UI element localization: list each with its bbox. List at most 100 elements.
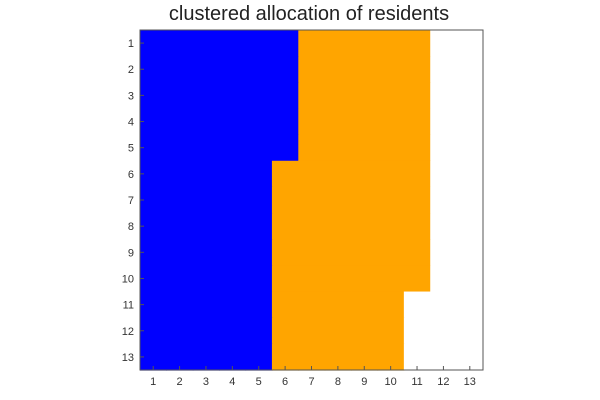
heatmap-cell-r2-c13 bbox=[456, 56, 484, 83]
y-tick-label: 11 bbox=[123, 300, 134, 312]
heatmap-cell-r10-c11 bbox=[403, 265, 431, 293]
heatmap-cell-r2-c7 bbox=[298, 56, 326, 83]
heatmap-cell-r1-c3 bbox=[192, 30, 220, 57]
heatmap-cell-r8-c13 bbox=[456, 213, 484, 240]
heatmap-cell-r10-c12 bbox=[430, 265, 458, 293]
heatmap-cell-r7-c10 bbox=[377, 186, 405, 214]
heatmap-cell-r3-c6 bbox=[271, 82, 299, 110]
x-tick-label: 7 bbox=[308, 376, 314, 388]
y-tick-label: 10 bbox=[122, 273, 134, 285]
heatmap-cell-r10-c5 bbox=[245, 265, 273, 293]
x-axis-ticks: 1 2 3 4 5 6 7 8 9 10 11 12 13 bbox=[150, 366, 476, 388]
heatmap-cell-r7-c5 bbox=[245, 186, 273, 214]
heatmap-cell-r2-c10 bbox=[377, 56, 405, 83]
x-tick-label: 13 bbox=[464, 376, 476, 388]
heatmap-cell-r9-c6 bbox=[271, 239, 299, 266]
heatmap-cell-r12-c10 bbox=[377, 317, 405, 345]
heatmap-cell-r11-c11 bbox=[403, 291, 431, 319]
heatmap-cell-r11-c1 bbox=[140, 291, 167, 319]
heatmap-cell-r9-c12 bbox=[430, 239, 458, 266]
heatmap-cell-r3-c4 bbox=[219, 82, 247, 110]
heatmap-cell-r5-c13 bbox=[456, 134, 484, 162]
heatmap-cell-r8-c12 bbox=[430, 213, 458, 240]
heatmap-cell-r4-c1 bbox=[140, 108, 167, 136]
heatmap-cell-r1-c11 bbox=[403, 30, 431, 57]
x-tick-label: 10 bbox=[385, 376, 397, 388]
heatmap-cell-r5-c1 bbox=[140, 134, 167, 162]
x-tick-label: 4 bbox=[229, 376, 235, 388]
heatmap-cell-r1-c4 bbox=[219, 30, 247, 57]
x-tick-label: 5 bbox=[256, 376, 262, 388]
heatmap-cell-r7-c3 bbox=[192, 186, 220, 214]
heatmap-cell-r4-c8 bbox=[324, 108, 352, 136]
heatmap-cell-r7-c2 bbox=[166, 186, 194, 214]
heatmap-cell-r5-c12 bbox=[430, 134, 458, 162]
heatmap-cell-r12-c9 bbox=[351, 317, 379, 345]
heatmap-cell-r5-c5 bbox=[245, 134, 273, 162]
heatmap-cell-r11-c5 bbox=[245, 291, 273, 319]
heatmap-cell-r10-c10 bbox=[377, 265, 405, 293]
heatmap-cell-r1-c1 bbox=[140, 30, 167, 57]
heatmap-cell-r12-c6 bbox=[271, 317, 299, 345]
heatmap-cell-r2-c3 bbox=[192, 56, 220, 83]
x-tick-label: 2 bbox=[177, 376, 183, 388]
heatmap-cell-r1-c7 bbox=[298, 30, 326, 57]
heatmap-cell-r4-c11 bbox=[403, 108, 431, 136]
heatmap-cell-r3-c8 bbox=[324, 82, 352, 110]
heatmap-cell-r5-c6 bbox=[271, 134, 299, 162]
heatmap-cell-r8-c10 bbox=[377, 213, 405, 240]
heatmap-cell-r10-c1 bbox=[140, 265, 167, 293]
heatmap-cell-r11-c4 bbox=[219, 291, 247, 319]
heatmap-cell-r1-c8 bbox=[324, 30, 352, 57]
heatmap-cell-r11-c13 bbox=[456, 291, 484, 319]
heatmap-cell-r10-c6 bbox=[271, 265, 299, 293]
heatmap-cell-r12-c4 bbox=[219, 317, 247, 345]
heatmap-cell-r8-c4 bbox=[219, 213, 247, 240]
heatmap-cell-r8-c8 bbox=[324, 213, 352, 240]
heatmap-cell-r2-c2 bbox=[166, 56, 194, 83]
heatmap-cell-r9-c7 bbox=[298, 239, 326, 266]
heatmap-cell-r9-c4 bbox=[219, 239, 247, 266]
heatmap-cell-r9-c8 bbox=[324, 239, 352, 266]
heatmap-cell-r7-c11 bbox=[403, 186, 431, 214]
heatmap-cell-r11-c2 bbox=[166, 291, 194, 319]
heatmap-cell-r7-c13 bbox=[456, 186, 484, 214]
heatmap-cell-r4-c2 bbox=[166, 108, 194, 136]
x-tick-label: 6 bbox=[282, 376, 288, 388]
heatmap-cell-r1-c9 bbox=[351, 30, 379, 57]
heatmap-cell-r2-c4 bbox=[219, 56, 247, 83]
heatmap-cell-r1-c6 bbox=[271, 30, 299, 57]
heatmap-cell-r4-c5 bbox=[245, 108, 273, 136]
heatmap-cell-r3-c11 bbox=[403, 82, 431, 110]
heatmap-cell-r9-c3 bbox=[192, 239, 220, 266]
heatmap-cell-r12-c12 bbox=[430, 317, 458, 345]
x-tick-label: 9 bbox=[361, 376, 367, 388]
heatmap-cell-r11-c3 bbox=[192, 291, 220, 319]
heatmap-cell-r8-c2 bbox=[166, 213, 194, 240]
heatmap-cell-r7-c9 bbox=[351, 186, 379, 214]
heatmap-cell-r5-c11 bbox=[403, 134, 431, 162]
x-tick-label: 12 bbox=[437, 376, 449, 388]
y-tick-label: 6 bbox=[128, 169, 134, 181]
x-tick-label: 3 bbox=[203, 376, 209, 388]
heatmap-cell-r9-c10 bbox=[377, 239, 405, 266]
heatmap-cell-r2-c6 bbox=[271, 56, 299, 83]
heatmap-cell-r2-c1 bbox=[140, 56, 167, 83]
heatmap-cell-r9-c9 bbox=[351, 239, 379, 266]
heatmap-cell-r3-c12 bbox=[430, 82, 458, 110]
heatmap-cell-r7-c4 bbox=[219, 186, 247, 214]
y-tick-label: 9 bbox=[128, 247, 134, 259]
heatmap-cell-r5-c2 bbox=[166, 134, 194, 162]
heatmap-cell-r2-c9 bbox=[351, 56, 379, 83]
heatmap-cell-r6-c9 bbox=[351, 160, 379, 188]
heatmap-cell-r9-c2 bbox=[166, 239, 194, 266]
heatmap-cell-r4-c10 bbox=[377, 108, 405, 136]
heatmap-cell-r7-c7 bbox=[298, 186, 326, 214]
heatmap-cell-r8-c11 bbox=[403, 213, 431, 240]
x-tick-label: 8 bbox=[335, 376, 341, 388]
heatmap-cell-r1-c5 bbox=[245, 30, 273, 57]
heatmap-cell-r11-c9 bbox=[351, 291, 379, 319]
heatmap-cell-r4-c3 bbox=[192, 108, 220, 136]
heatmap-cells bbox=[140, 30, 484, 371]
